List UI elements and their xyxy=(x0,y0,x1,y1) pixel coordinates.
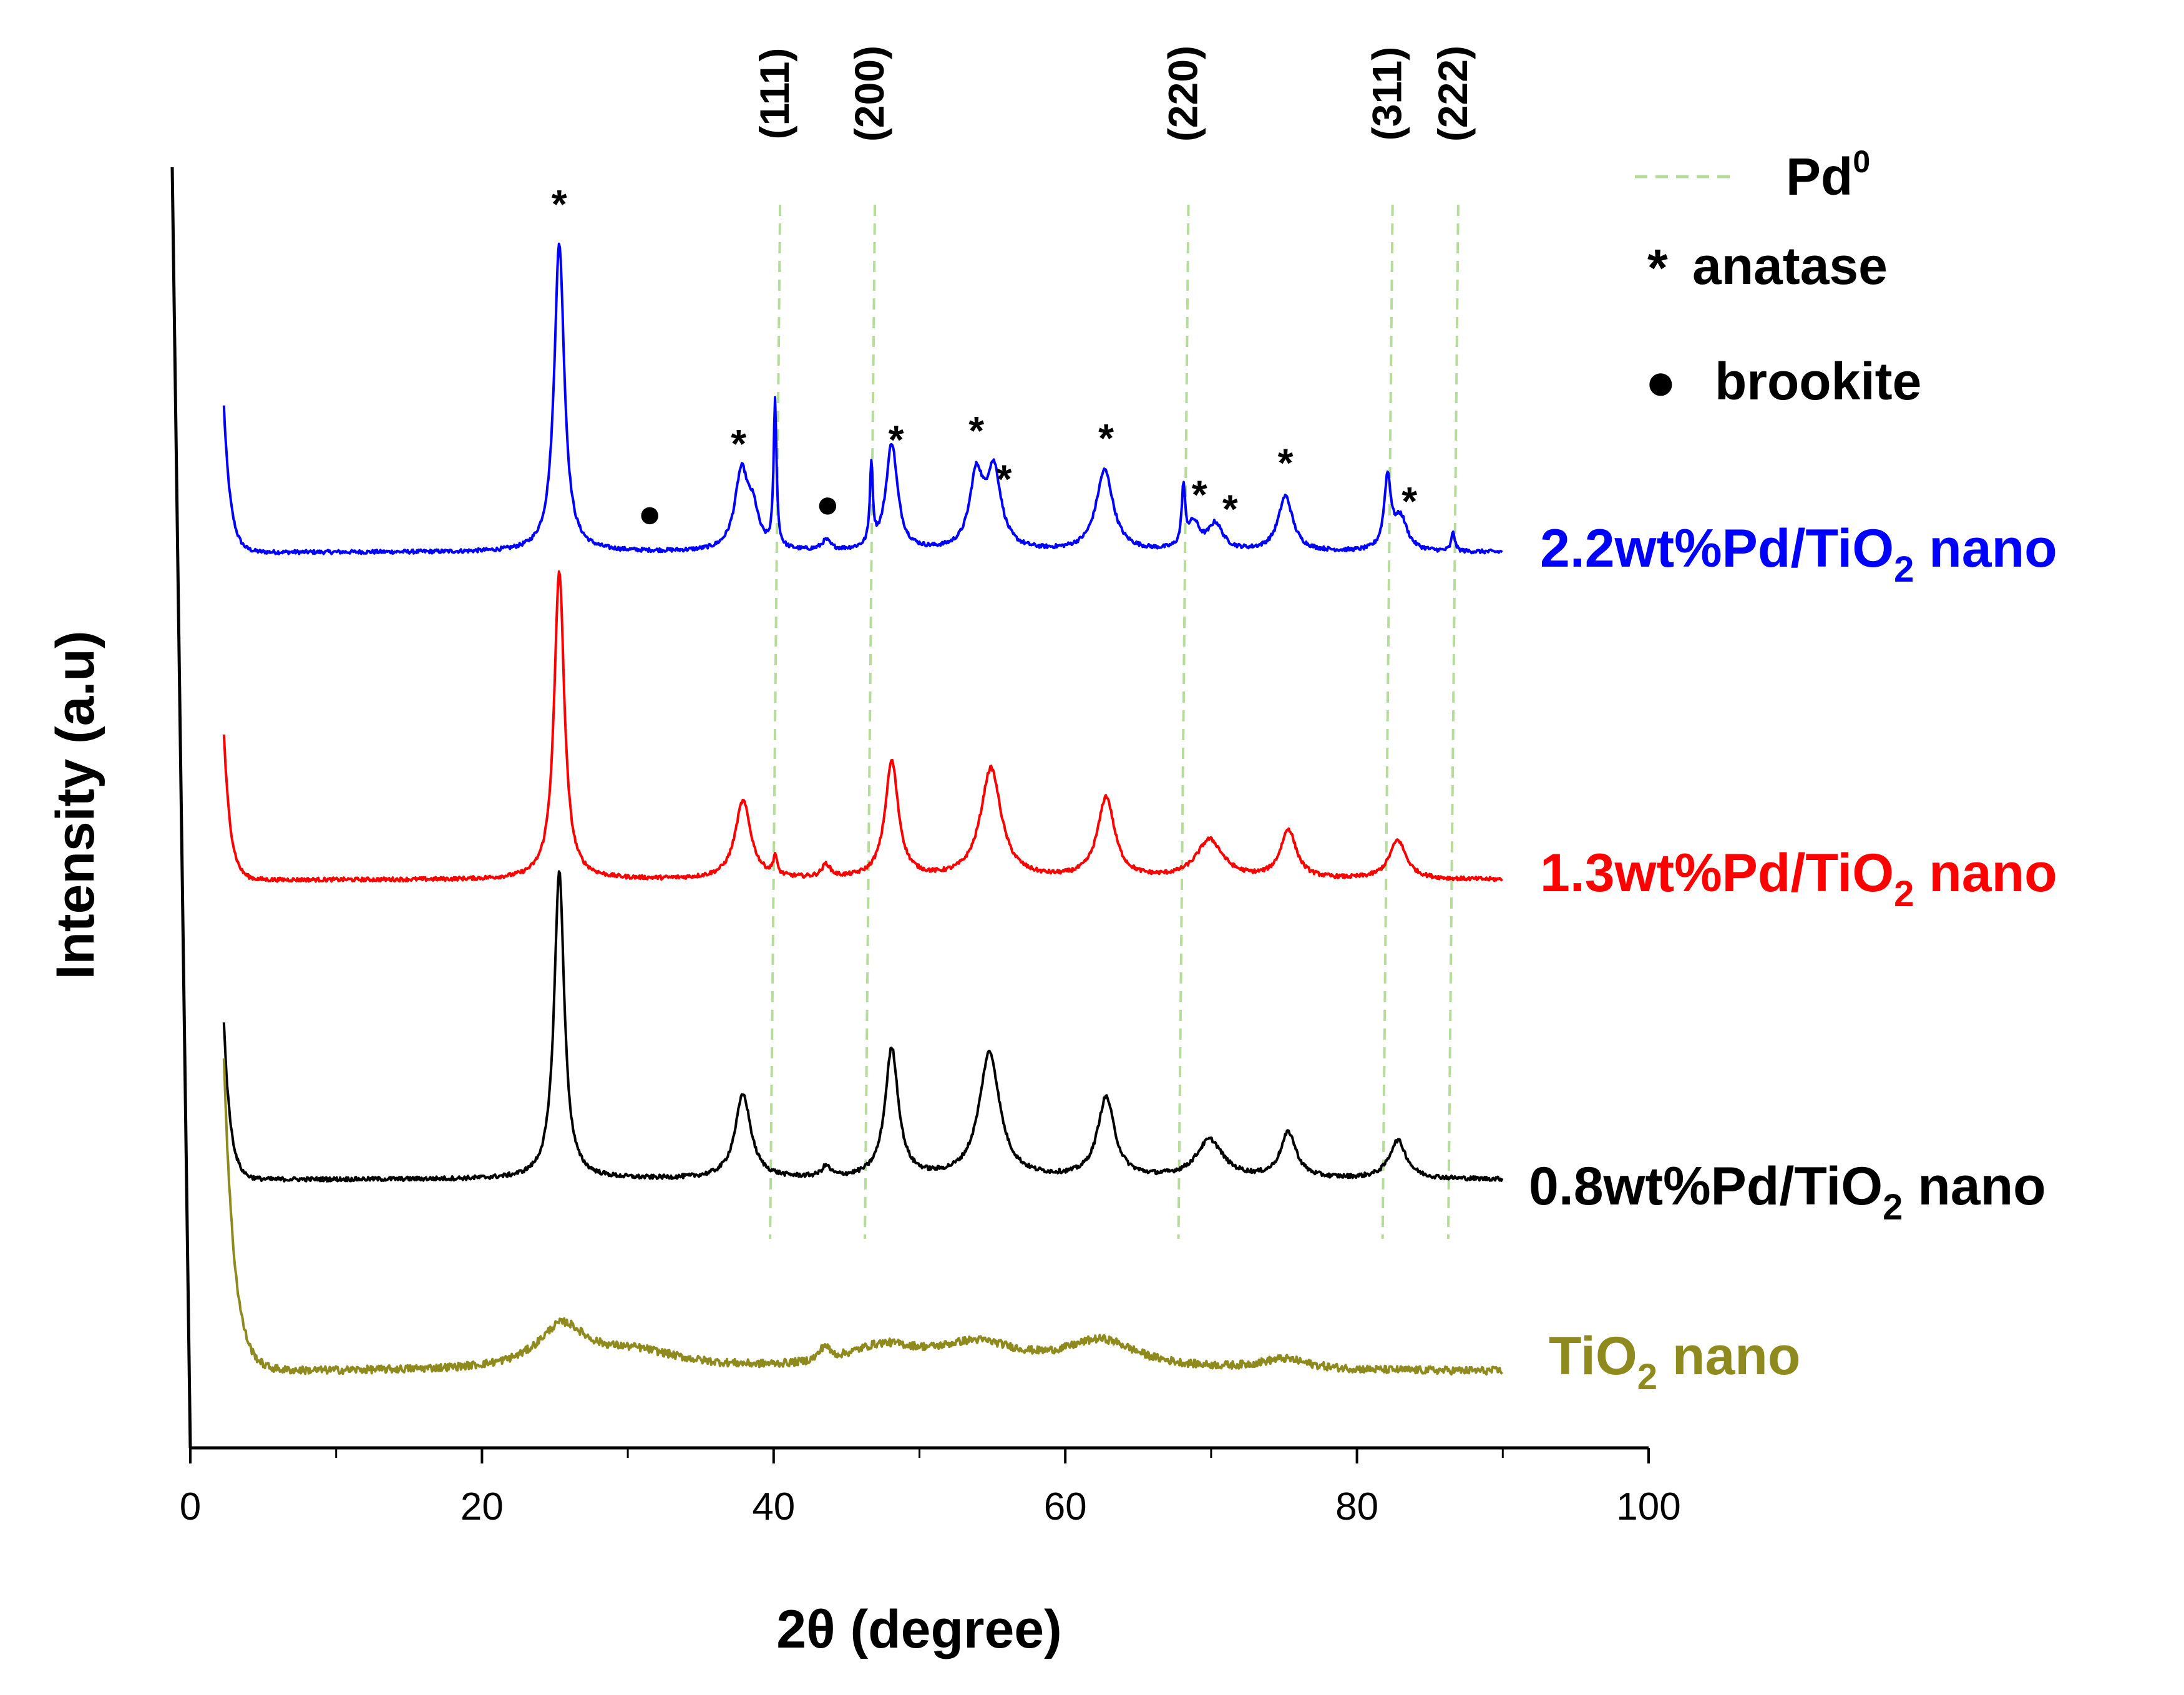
pd-reference-line xyxy=(1177,204,1190,1239)
miller-index-label: (222) xyxy=(1430,46,1476,142)
phase-markers: * * ● ● * * * * * * * * xyxy=(552,182,1417,536)
y-axis-title: Intensity (a.u) xyxy=(46,630,105,979)
legend-anatase-symbol: * xyxy=(1647,238,1668,297)
anatase-marker: * xyxy=(968,408,984,453)
series-label-2-2wt: 2.2wt%Pd/TiO2 nano xyxy=(1540,519,2057,590)
series-line xyxy=(222,870,1504,1183)
x-axis-title: 2θ (degree) xyxy=(776,1600,1062,1659)
series-label-0-8wt-tail: nano xyxy=(1903,1156,2045,1216)
series-line xyxy=(222,1058,1503,1376)
series-label-1-3wt-tail: nano xyxy=(1914,843,2057,903)
legend-brookite-label: brookite xyxy=(1715,352,1921,411)
anatase-marker: * xyxy=(1192,472,1207,517)
legend-brookite-symbol: ● xyxy=(1645,352,1677,411)
anatase-marker: * xyxy=(1098,416,1114,461)
series-label-1-3wt: 1.3wt%Pd/TiO2 nano xyxy=(1540,843,2057,914)
legend-pd-text: Pd xyxy=(1786,147,1853,206)
anatase-marker: * xyxy=(1402,479,1417,524)
anatase-marker: * xyxy=(1278,440,1294,485)
anatase-marker: * xyxy=(731,421,746,466)
x-tick-label: 40 xyxy=(752,1485,795,1528)
x-tick-label: 80 xyxy=(1335,1485,1378,1528)
series-label-tio2-sub: 2 xyxy=(1637,1357,1657,1397)
pd-reference-line xyxy=(1381,204,1394,1239)
pd-reference-line xyxy=(769,204,782,1239)
series-label-1-3wt-main: 1.3wt%Pd/TiO xyxy=(1540,843,1894,903)
x-tick-label: 0 xyxy=(180,1485,201,1528)
x-tick-label: 100 xyxy=(1616,1485,1680,1528)
series-label-1-3wt-sub: 2 xyxy=(1894,874,1914,914)
series-label-0-8wt-main: 0.8wt%Pd/TiO xyxy=(1529,1156,1883,1216)
series-label-2-2wt-main: 2.2wt%Pd/TiO xyxy=(1540,519,1894,579)
legend-pd-superscript: 0 xyxy=(1853,144,1870,179)
legend-pd-label: Pd0 xyxy=(1786,144,1870,206)
legend-anatase-label: anatase xyxy=(1692,237,1888,295)
series-layer xyxy=(222,242,1504,1376)
miller-index-label: (111) xyxy=(751,48,797,140)
miller-index-label: (200) xyxy=(846,46,892,142)
series-label-tio2-main: TiO xyxy=(1549,1326,1637,1386)
series-line xyxy=(222,242,1503,555)
pd-reference-line xyxy=(864,204,877,1239)
series-label-0-8wt-sub: 2 xyxy=(1883,1187,1903,1228)
miller-index-label: (311) xyxy=(1364,47,1410,140)
series-label-tio2-tail: nano xyxy=(1657,1326,1800,1386)
brookite-marker: ● xyxy=(638,491,662,536)
y-axis-line xyxy=(170,167,192,1448)
x-axis-ticks: 0 20 40 60 80 100 xyxy=(180,1448,1681,1528)
series-labels: 2.2wt%Pd/TiO2 nano 1.3wt%Pd/TiO2 nano 0.… xyxy=(1529,519,2057,1397)
series-label-0-8wt: 0.8wt%Pd/TiO2 nano xyxy=(1529,1156,2046,1228)
x-tick-label: 20 xyxy=(461,1485,504,1528)
series-line xyxy=(222,570,1503,883)
pd-reference-lines xyxy=(769,204,1460,1239)
brookite-marker: ● xyxy=(816,481,840,526)
x-tick-label: 60 xyxy=(1044,1485,1087,1528)
series-label-2-2wt-tail: nano xyxy=(1914,519,2057,579)
anatase-marker: * xyxy=(552,182,567,227)
pd-reference-line xyxy=(1446,204,1460,1239)
miller-index-label: (220) xyxy=(1159,46,1206,142)
series-label-2-2wt-sub: 2 xyxy=(1894,549,1914,590)
miller-index-labels: (111) (200) (220) (311) (222) xyxy=(751,46,1476,142)
series-label-tio2: TiO2 nano xyxy=(1549,1326,1800,1397)
anatase-marker: * xyxy=(889,417,904,462)
anatase-marker: * xyxy=(997,457,1012,502)
anatase-marker: * xyxy=(1222,486,1238,531)
legend: Pd0 * anatase ● brookite xyxy=(1635,144,1921,411)
